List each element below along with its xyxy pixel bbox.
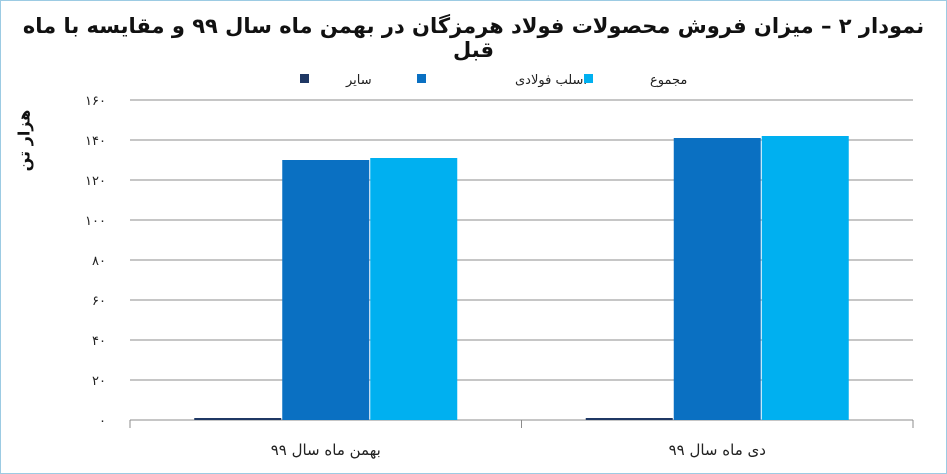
bar <box>370 158 458 420</box>
y-tick-label: ۱۶۰ <box>85 94 106 109</box>
y-tick-label: ۸۰ <box>92 254 106 269</box>
x-tick-label: دی ماه سال ۹۹ <box>669 441 766 459</box>
legend-label: سایر <box>345 73 372 88</box>
chart-title: نمودار ۲ – میزان فروش محصولات فولاد هرمز… <box>22 14 925 62</box>
y-tick-label: ۱۰۰ <box>85 214 106 229</box>
legend-swatch <box>584 74 593 83</box>
bar <box>673 138 761 420</box>
y-tick-label: ۱۴۰ <box>85 134 106 149</box>
legend-swatch <box>417 74 426 83</box>
bar <box>585 418 673 420</box>
legend-label: اسلب فولادی <box>515 73 587 88</box>
bar <box>194 418 282 420</box>
bar <box>282 160 370 420</box>
x-tick-label: بهمن ماه سال ۹۹ <box>271 441 381 459</box>
y-tick-label: ۱۲۰ <box>85 174 106 189</box>
y-tick-label: ۰ <box>99 414 106 429</box>
bar <box>761 136 849 420</box>
y-tick-label: ۲۰ <box>92 374 106 389</box>
y-tick-label: ۶۰ <box>92 294 106 309</box>
legend-label: مجموع <box>650 73 687 88</box>
legend-swatch <box>300 74 309 83</box>
y-tick-label: ۴۰ <box>92 334 106 349</box>
